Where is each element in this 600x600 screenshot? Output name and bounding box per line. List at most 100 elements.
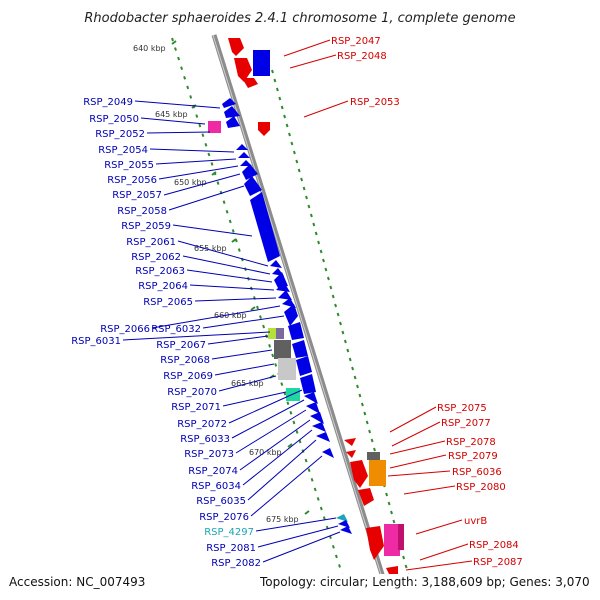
gene-box-RSP_2068[interactable] [274,340,291,359]
gene-arrow-RSP_2054[interactable] [236,144,248,150]
gene-box-RSP_2070[interactable] [278,358,296,380]
gene-label-RSP_2059[interactable]: RSP_2059 [121,221,171,232]
gene-label-RSP_2069[interactable]: RSP_2069 [163,371,213,382]
gene-label-RSP_6035[interactable]: RSP_6035 [196,496,246,507]
gene-label-RSP_2081[interactable]: RSP_2081 [206,543,256,554]
gene-box-RSP_6031b[interactable] [276,328,284,339]
gene-label-RSP_2058[interactable]: RSP_2058 [117,206,167,217]
gene-label-RSP_2070[interactable]: RSP_2070 [167,387,217,398]
gene-box-RSP_2050[interactable] [208,121,221,133]
scale-dot [319,506,323,511]
gene-label-RSP_2047[interactable]: RSP_2047 [331,36,381,47]
gene-label-RSP_2077[interactable]: RSP_2077 [441,418,491,429]
gene-arrow-RSP_2076[interactable] [316,432,330,442]
gene-label-RSP_2062[interactable]: RSP_2062 [131,252,181,263]
gene-label-RSP_2048[interactable]: RSP_2048 [337,51,387,62]
gene-arrow-RSP_2055[interactable] [238,152,250,158]
gene-arrow-RSP_2047[interactable] [228,38,244,56]
gene-arrow-RSP_2064[interactable] [276,282,290,292]
gene-label-RSP_2057[interactable]: RSP_2057 [112,190,162,201]
gene-arrow-RSP_2069[interactable] [292,340,308,358]
gene-label-RSP_2071[interactable]: RSP_2071 [171,402,221,413]
gene-label-RSP_2068[interactable]: RSP_2068 [160,355,210,366]
gene-label-RSP_2053[interactable]: RSP_2053 [350,97,400,108]
gene-label-RSP_2054[interactable]: RSP_2054 [98,145,148,156]
gene-label-RSP_2076[interactable]: RSP_2076 [199,512,249,523]
gene-label-RSP_2056[interactable]: RSP_2056 [107,175,157,186]
scale-dot [373,447,376,452]
gene-arrow-RSP_2071[interactable] [296,356,312,376]
gene-arrow-RSP_2049[interactable] [222,98,236,108]
gene-arrow-RSP_2052[interactable] [224,106,240,118]
gene-label-RSP_2073[interactable]: RSP_2073 [184,449,234,460]
gene-arrow-RSP_2052b[interactable] [226,116,240,128]
gene-arrow-RSP_2073[interactable] [304,392,318,404]
gene-arrow-RSP_4297[interactable] [336,514,348,522]
gene-label-RSP_2084[interactable]: RSP_2084 [469,540,519,551]
gene-label-RSP_2074[interactable]: RSP_2074 [188,466,238,477]
gene-label-RSP_2049[interactable]: RSP_2049 [83,97,133,108]
gene-label-RSP_2075[interactable]: RSP_2075 [437,403,487,414]
gene-arrow-RSP_6033[interactable] [300,374,316,394]
gene-label-RSP_2065[interactable]: RSP_2065 [143,297,193,308]
scale-dot [390,510,393,515]
gene-label-RSP_2079[interactable]: RSP_2079 [448,451,498,462]
gene-box-RSP_2084[interactable] [384,524,400,556]
gene-label-RSP_2072[interactable]: RSP_2072 [177,419,227,430]
gene-label-RSP_2050[interactable]: RSP_2050 [89,114,139,125]
gene-box-RSP_2084b[interactable] [398,524,404,550]
gene-label-RSP_6033[interactable]: RSP_6033 [180,434,230,445]
gene-label-RSP_2063[interactable]: RSP_2063 [135,266,185,277]
gene-label-RSP_2080[interactable]: RSP_2080 [456,482,506,493]
gene-arrow-uvrB[interactable] [366,526,384,560]
gene-label-RSP_6031[interactable]: RSP_6031 [71,336,121,347]
gene-arrow-RSP_6032[interactable] [284,304,298,326]
gene-label-RSP_2078[interactable]: RSP_2078 [446,437,496,448]
gene-label-uvrB[interactable]: uvrB [464,516,487,527]
scale-dot [201,133,205,138]
gene-arrow-RSP_6034[interactable] [310,412,324,424]
gene-arrow-RSP_2057[interactable] [242,164,258,180]
gene-arrow-RSP_2058[interactable] [244,176,262,196]
label-leader-line [303,100,349,118]
gene-label-RSP_2052[interactable]: RSP_2052 [95,129,145,140]
gene-label-RSP_2087[interactable]: RSP_2087 [473,557,523,568]
gene-box-RSP_2078[interactable] [367,452,380,460]
gene-arrow-RSP_2082[interactable] [340,526,352,534]
gene-label-RSP_2055[interactable]: RSP_2055 [104,160,154,171]
gene-arrow-RSP_2065[interactable] [278,290,292,300]
forward-gene-labels: RSP_2047 RSP_2048 RSP_2053 RSP_2075 RSP_… [331,36,523,568]
gene-arrow-RSP_6035[interactable] [312,422,326,432]
gene-label-RSP_6034[interactable]: RSP_6034 [191,481,241,492]
gene-label-RSP_4297[interactable]: RSP_4297 [204,527,254,538]
gene-arrow-RSP_2048[interactable] [234,58,252,82]
gene-arrow-RSP_2059[interactable] [250,192,280,262]
gene-arrow-RSP_2061[interactable] [270,260,282,268]
gene-arrow-RSP_2080[interactable] [358,488,374,506]
scale-dot [302,186,306,191]
gene-label-RSP_6032[interactable]: RSP_6032 [151,324,201,335]
gene-label-RSP_2066[interactable]: RSP_2066 [100,324,150,335]
gene-arrow-RSP_2074[interactable] [306,402,320,414]
gene-box-RSP_6036[interactable] [369,460,386,486]
gene-arrow-RSP_2081[interactable] [338,520,350,528]
label-leader-line [134,100,221,109]
gene-label-RSP_2067[interactable]: RSP_2067 [156,340,206,351]
gene-arrow-RSP_2076b[interactable] [322,448,334,458]
gene-label-RSP_2061[interactable]: RSP_2061 [126,237,176,248]
gene-label-RSP_2082[interactable]: RSP_2082 [211,558,261,569]
gene-label-RSP_6036[interactable]: RSP_6036 [452,467,502,478]
gene-arrow-RSP_2079[interactable] [350,460,368,488]
gene-arrow-RSP_2075[interactable] [344,438,356,446]
gene-box-RSP_2048b[interactable] [253,50,270,76]
gene-arrow-RSP_2067[interactable] [288,322,304,340]
gene-label-RSP_2064[interactable]: RSP_2064 [138,281,188,292]
label-leader-line [163,173,241,196]
scale-dot [271,353,275,358]
gene-arrow-RSP_2077[interactable] [346,450,356,458]
gene-box-RSP_6031[interactable] [268,328,277,339]
gene-arrow-RSP_2056[interactable] [240,160,252,166]
topology-summary-text: Topology: circular; Length: 3,188,609 bp… [259,575,590,589]
gene-arrow-RSP_2048c[interactable] [242,78,258,88]
gene-arrow-RSP_2053[interactable] [258,122,270,136]
